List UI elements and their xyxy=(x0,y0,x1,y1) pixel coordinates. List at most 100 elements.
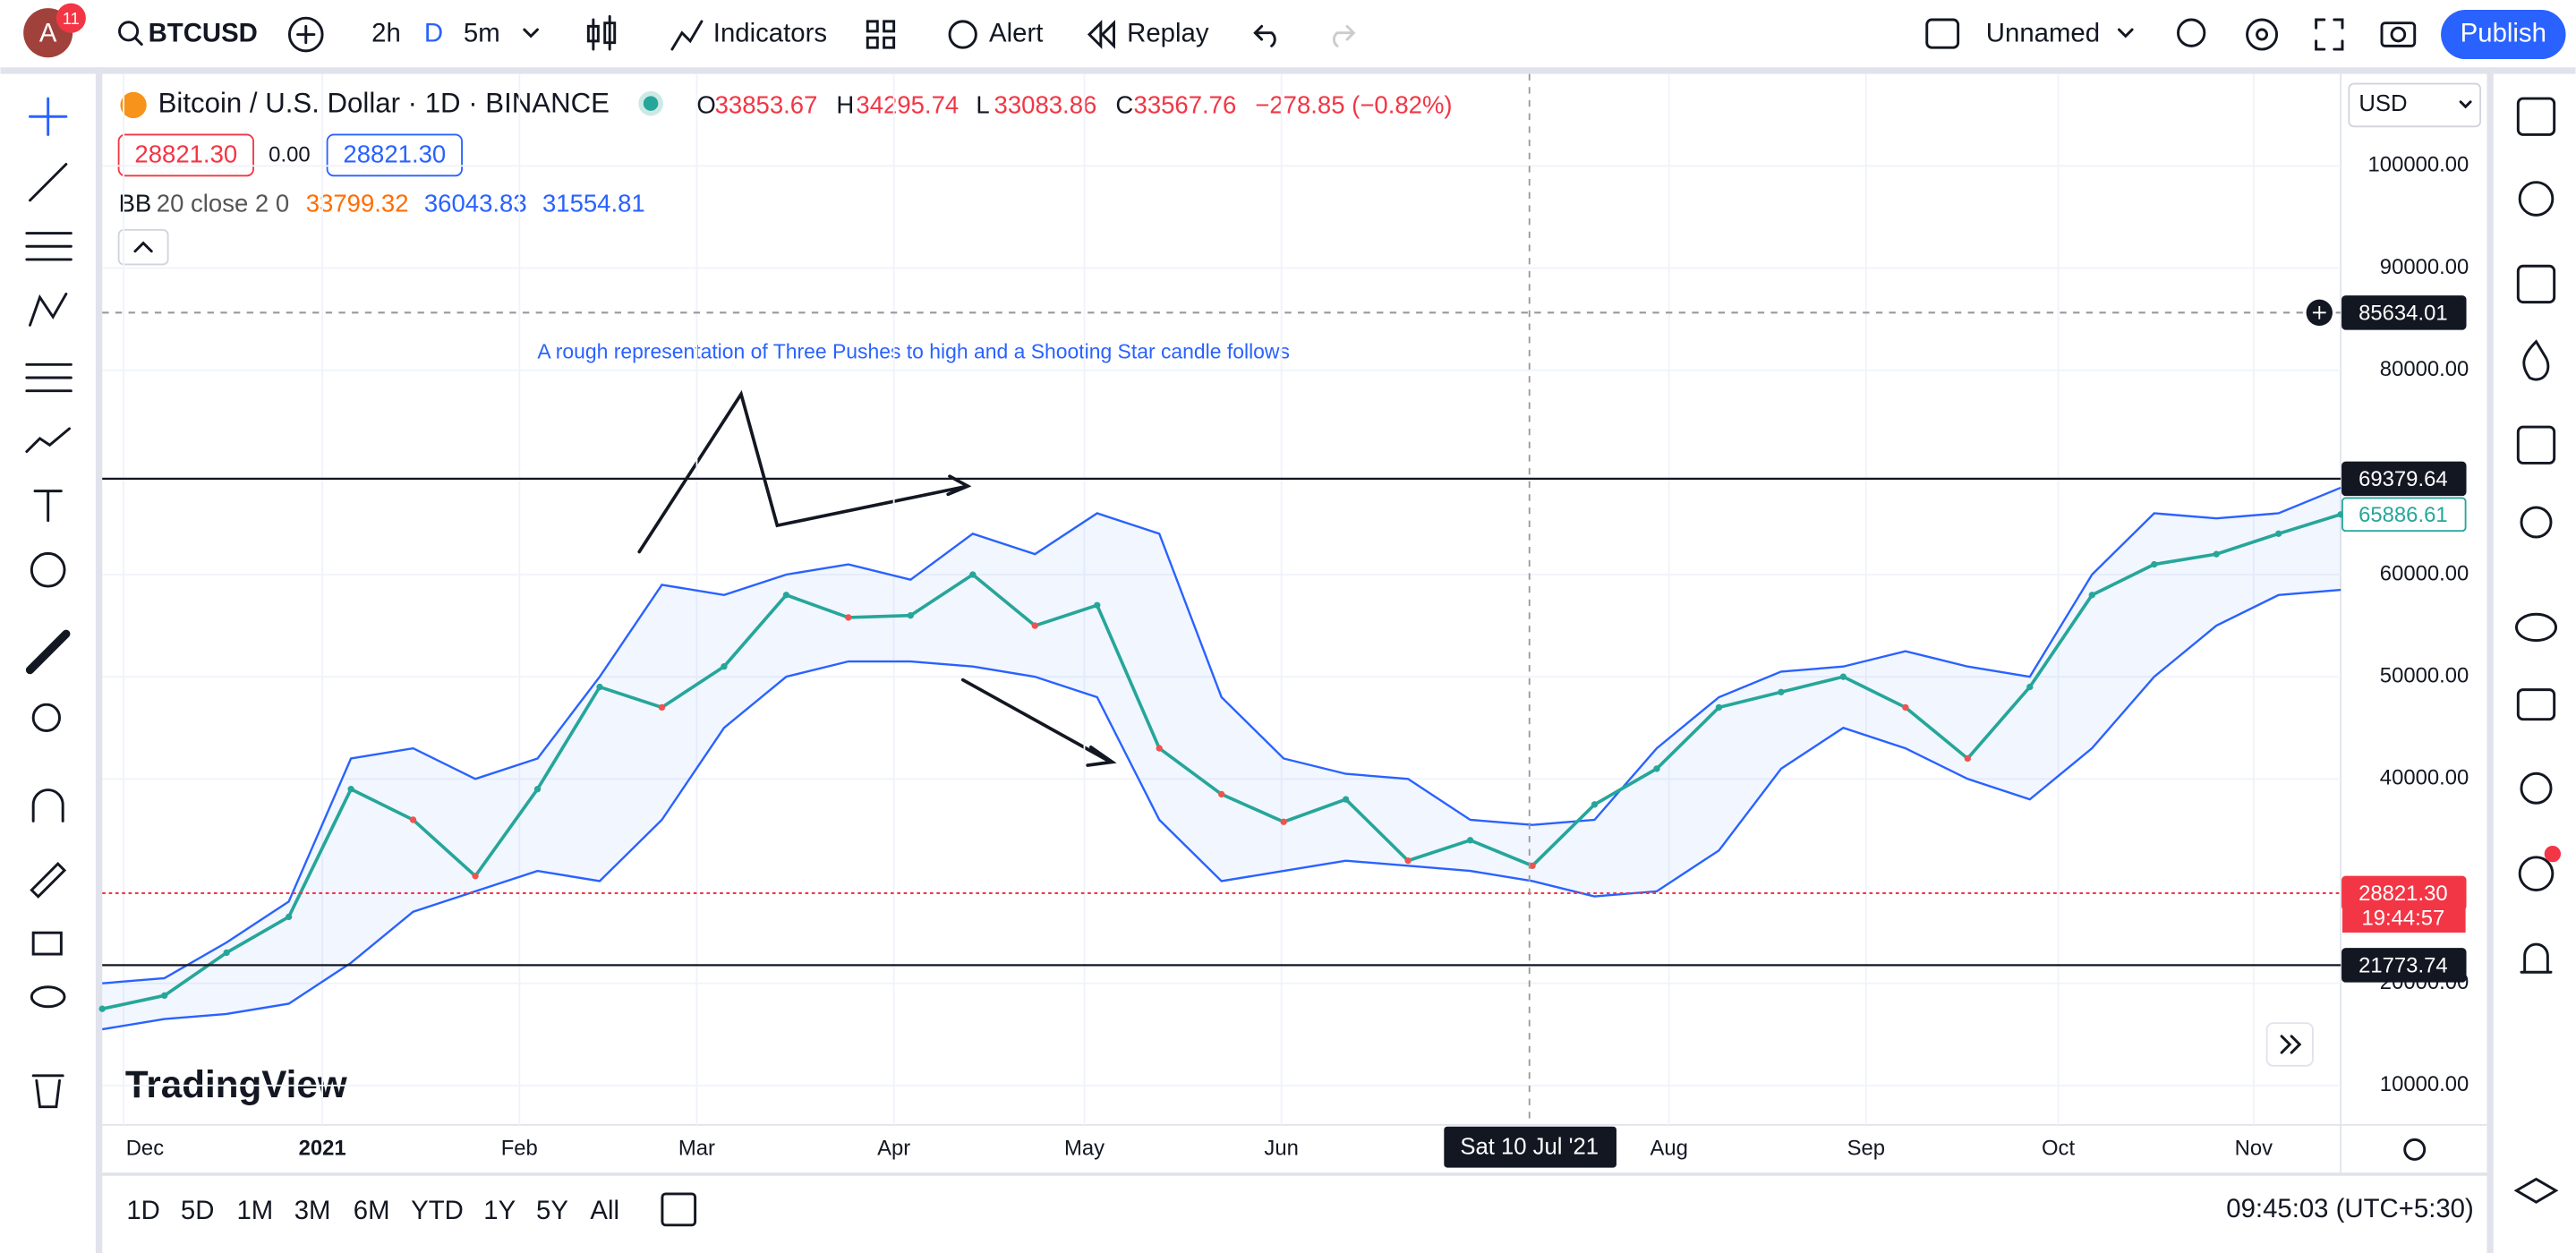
redo[interactable] xyxy=(1332,24,1356,47)
divider xyxy=(102,1172,2487,1176)
band-fill xyxy=(102,487,2341,1030)
ideas[interactable] xyxy=(2520,506,2553,539)
close-point xyxy=(1031,622,1038,629)
close-point xyxy=(2275,530,2282,537)
settings[interactable] xyxy=(2246,18,2279,51)
layout-name[interactable]: Unnamed xyxy=(1986,18,2100,47)
quick-search[interactable] xyxy=(2177,18,2206,47)
resistance-line-tag xyxy=(2341,461,2467,497)
axis-settings[interactable] xyxy=(2403,1138,2427,1161)
y-tick-label: 90000.00 xyxy=(2380,255,2469,279)
dropdown[interactable] xyxy=(523,28,539,38)
publish-button[interactable] xyxy=(2441,10,2566,60)
range-button[interactable]: 1Y xyxy=(483,1196,516,1225)
divider xyxy=(2486,67,2494,1253)
fullscreen[interactable] xyxy=(2315,18,2344,51)
keep-drawing[interactable] xyxy=(30,862,67,899)
dropdown[interactable] xyxy=(2117,28,2134,38)
crosshair-tool[interactable] xyxy=(29,97,68,136)
y-tick-label: 50000.00 xyxy=(2380,663,2469,687)
ohlc-key: C xyxy=(1115,91,1133,119)
divider xyxy=(95,67,103,1253)
ruler-tool[interactable] xyxy=(25,629,71,675)
range-button[interactable]: 1D xyxy=(126,1196,160,1225)
avatar-letter: A xyxy=(39,18,57,47)
undo[interactable] xyxy=(1253,24,1276,47)
add-symbol[interactable] xyxy=(287,16,324,53)
footer: 1D 5D 1M 3M 6M YTD 1Y 5Y All xyxy=(126,1196,619,1225)
x-tick-label: Sep xyxy=(1847,1137,1885,1161)
streams[interactable] xyxy=(2520,771,2553,805)
collapse-button[interactable] xyxy=(117,228,169,266)
indicators[interactable]: Indicators xyxy=(713,18,827,47)
interval[interactable]: 5m xyxy=(464,18,500,47)
y-tick-label: 60000.00 xyxy=(2380,561,2469,585)
chart-type[interactable] xyxy=(586,14,617,51)
close-point xyxy=(1902,703,1909,712)
object-tree[interactable] xyxy=(2513,1177,2559,1204)
close-point xyxy=(1342,796,1350,803)
range-button[interactable]: 5Y xyxy=(536,1196,568,1225)
close-point xyxy=(1280,818,1287,825)
remove-tool[interactable] xyxy=(31,1074,64,1109)
close-point xyxy=(782,592,790,599)
lock-tool[interactable] xyxy=(31,931,63,956)
calendar[interactable] xyxy=(2516,425,2556,465)
pattern-tool[interactable] xyxy=(29,292,68,327)
support-line-label: 21773.74 xyxy=(2358,954,2447,978)
search-icon xyxy=(133,36,143,47)
interval[interactable]: D xyxy=(424,18,443,47)
date-range[interactable] xyxy=(661,1192,697,1227)
close-point xyxy=(2088,592,2095,599)
range-button[interactable]: 6M xyxy=(354,1196,390,1225)
symbol-title: Bitcoin / U.S. Dollar · 1D · BINANCE xyxy=(158,88,610,119)
close-point xyxy=(1218,790,1225,798)
icon-tool[interactable] xyxy=(30,551,66,588)
x-tick-label: 2021 xyxy=(299,1137,346,1161)
range-button[interactable]: 3M xyxy=(294,1196,331,1225)
alert[interactable]: Alert xyxy=(989,18,1043,47)
x-tick-label: Apr xyxy=(877,1137,910,1161)
notifications[interactable] xyxy=(2520,942,2553,974)
currency-select[interactable] xyxy=(2348,82,2482,128)
screenshot[interactable] xyxy=(2380,21,2417,47)
divider xyxy=(0,67,2576,74)
replay[interactable]: Replay xyxy=(1127,18,1209,47)
data-window[interactable] xyxy=(2516,264,2556,304)
hide-tool[interactable] xyxy=(30,985,66,1009)
alerts[interactable] xyxy=(2518,181,2555,217)
hotlists[interactable] xyxy=(2522,339,2550,381)
search-icon[interactable] xyxy=(118,21,140,42)
brush-tool[interactable] xyxy=(25,427,71,454)
range-button[interactable]: 5D xyxy=(181,1196,215,1225)
symbol[interactable]: BTCUSD xyxy=(149,18,258,47)
ohlc-value: 33083.86 xyxy=(994,91,1097,119)
range-button[interactable]: All xyxy=(590,1196,619,1225)
x-tick-label: Feb xyxy=(501,1137,538,1161)
projection-tool[interactable] xyxy=(25,362,73,393)
buy-price: 28821.30 xyxy=(343,141,446,168)
replay-icon[interactable] xyxy=(1087,20,1115,49)
layout-icon[interactable] xyxy=(1925,18,1960,49)
indicators-icon[interactable] xyxy=(670,20,704,51)
text-tool[interactable] xyxy=(33,490,63,523)
calls[interactable] xyxy=(2518,856,2555,891)
range-button[interactable]: 1M xyxy=(236,1196,273,1225)
close-point xyxy=(98,1005,106,1012)
alert-icon[interactable] xyxy=(948,20,977,49)
range-button[interactable]: YTD xyxy=(411,1196,464,1225)
magnet-tool[interactable] xyxy=(31,788,64,823)
interval[interactable]: 2h xyxy=(371,18,401,47)
fib-tool[interactable] xyxy=(25,232,73,261)
currency: USD xyxy=(2358,91,2407,116)
zoom-tool[interactable] xyxy=(31,703,61,732)
templates[interactable] xyxy=(866,20,896,49)
coin-icon xyxy=(120,91,147,119)
line-tool[interactable] xyxy=(29,163,68,202)
chats[interactable] xyxy=(2516,688,2556,721)
close-point xyxy=(658,703,666,712)
news[interactable] xyxy=(2515,612,2557,643)
watchlist[interactable] xyxy=(2516,97,2556,136)
